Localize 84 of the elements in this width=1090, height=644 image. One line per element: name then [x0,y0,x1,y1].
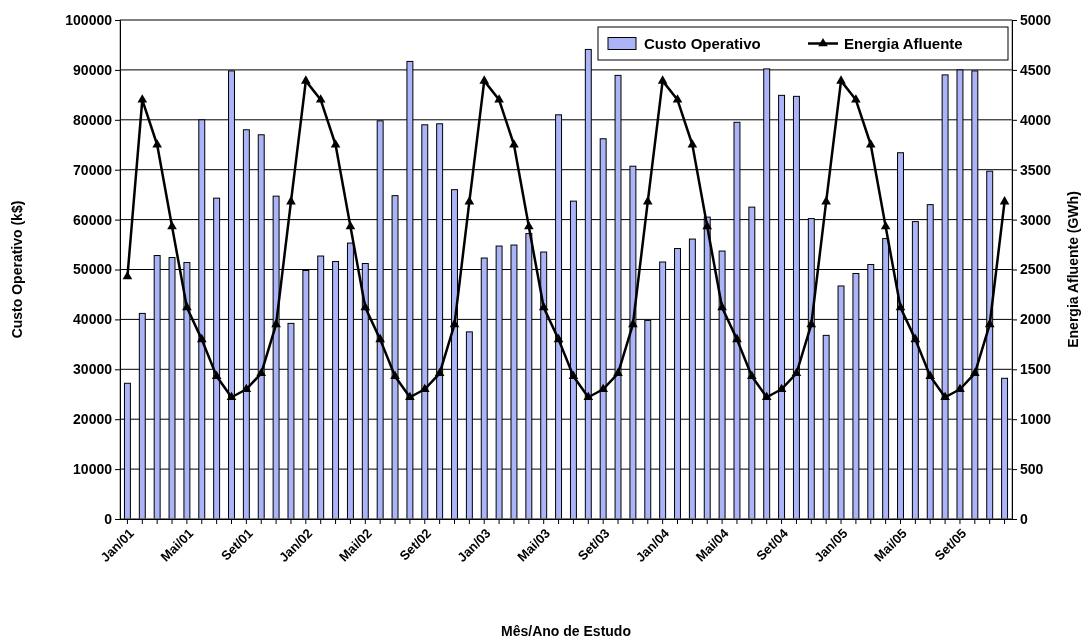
y2-axis-title: Energia Afluente (GWh) [1065,191,1081,348]
point [598,383,608,393]
point [776,383,787,393]
point [182,301,192,311]
point [910,333,921,343]
point [375,333,385,343]
point [865,139,876,148]
y2-tick-label: 3500 [1020,161,1052,178]
point [970,367,980,377]
point [568,370,579,380]
point [553,333,564,343]
y2-tick-label: 2000 [1020,311,1052,328]
y2-tick-label: 2500 [1020,261,1052,278]
point [196,333,207,343]
y2-tick-label: 3000 [1020,211,1052,228]
point [895,301,906,311]
point [717,301,727,311]
y-tick-label: 60000 [73,211,113,228]
point [732,333,742,343]
point [702,221,713,230]
y2-tick-label: 5000 [1020,11,1052,28]
point [880,221,891,230]
y2-tick-label: 1000 [1020,411,1052,428]
point [464,196,475,205]
y-tick-label: 20000 [73,411,113,428]
point [628,318,638,328]
y-tick-label: 100000 [65,11,113,28]
point [761,391,772,401]
point [538,301,549,311]
x-axis-title: Mês/Ano de Estudo [501,623,631,639]
y2-tick-label: 500 [1020,461,1044,478]
point [301,75,311,84]
point [791,367,802,377]
point [449,318,460,328]
y2-tick-label: 4000 [1020,111,1052,128]
y2-tick-label: 0 [1020,510,1028,527]
point [315,94,326,103]
point [583,391,594,401]
point [345,221,356,230]
point [256,367,267,377]
point [211,370,222,380]
y-tick-label: 10000 [73,461,113,478]
point [925,370,936,380]
y-axis-title: Custo Operativo (k$) [9,200,25,339]
point [613,367,623,377]
point [806,318,817,328]
y-tick-label: 30000 [73,361,113,378]
point [642,196,653,205]
y-tick-label: 90000 [73,61,113,78]
y-tick-label: 80000 [73,111,113,128]
point [434,367,445,377]
legend-label: Custo Operativo [644,34,761,52]
point [360,301,371,311]
point [999,196,1010,205]
point [419,383,430,393]
y-tick-label: 0 [104,510,113,527]
legend-label: Energia Afluente [844,34,963,52]
point [524,221,534,230]
point [657,75,668,84]
point [851,94,861,103]
point [152,139,162,148]
point [479,75,490,84]
point [509,139,519,148]
point [747,370,757,380]
point [672,94,683,103]
point [241,383,252,393]
point [687,139,698,148]
point [836,75,846,84]
point [955,383,965,393]
point [271,318,281,328]
point [940,391,950,401]
y2-tick-label: 1500 [1020,361,1052,378]
point [137,94,148,103]
y-tick-label: 40000 [73,311,113,328]
y-tick-label: 70000 [73,161,113,178]
point [821,196,831,205]
point [226,391,237,401]
point [167,221,177,230]
point [494,94,504,103]
y-tick-label: 50000 [73,261,113,278]
point [390,370,400,380]
point [330,139,341,148]
y2-tick-label: 4500 [1020,61,1052,78]
point [405,391,415,401]
